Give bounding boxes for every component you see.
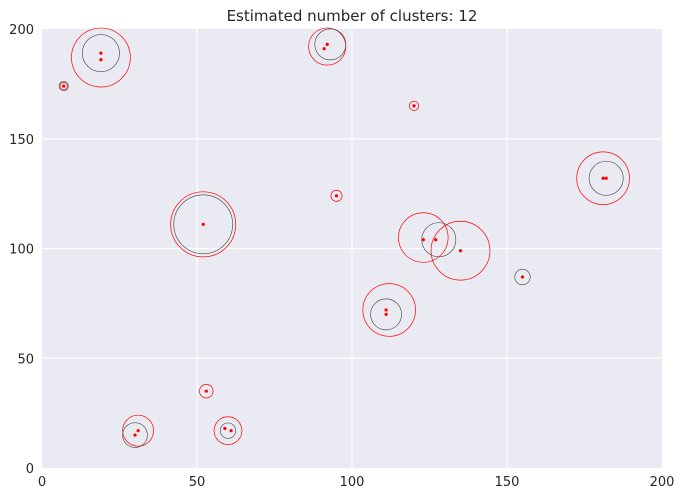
- x-tick-label: 100: [340, 475, 365, 490]
- y-tick-label: 100: [9, 243, 34, 258]
- data-point: [384, 308, 388, 312]
- data-points: [62, 42, 608, 437]
- estimated-cluster-circle: [122, 422, 148, 448]
- true-cluster-circle: [398, 212, 449, 263]
- data-point: [604, 176, 608, 180]
- data-point: [322, 47, 326, 51]
- y-tick-label: 150: [9, 133, 34, 148]
- true-cluster-circle: [330, 189, 343, 202]
- estimated-cluster-circles: [58, 28, 624, 448]
- true-cluster-circle: [576, 151, 630, 205]
- true-cluster-circle: [199, 384, 214, 399]
- x-tick-label: 200: [650, 475, 675, 490]
- estimated-cluster-circle: [81, 34, 120, 73]
- data-point: [133, 433, 137, 437]
- tick-labels: 0 50 100 150 200 0 50 100 150 200: [9, 23, 674, 490]
- data-point: [412, 104, 416, 108]
- estimated-cluster-circle: [588, 160, 624, 196]
- data-point: [99, 51, 103, 55]
- true-cluster-circle: [170, 191, 237, 258]
- data-point: [325, 42, 329, 46]
- data-point: [421, 238, 425, 242]
- y-tick-label: 50: [17, 352, 34, 367]
- data-point: [601, 176, 605, 180]
- chart-title: Estimated number of clusters: 12: [227, 7, 478, 25]
- true-cluster-circle: [362, 283, 416, 337]
- data-point: [229, 429, 233, 433]
- data-point: [136, 429, 140, 433]
- data-point: [334, 194, 339, 198]
- y-tick-label: 200: [9, 23, 34, 38]
- data-point: [204, 389, 208, 393]
- estimated-cluster-circle: [173, 194, 234, 255]
- y-tick-label: 0: [26, 462, 34, 477]
- true-cluster-circle: [122, 414, 154, 447]
- x-tick-label: 0: [38, 475, 46, 490]
- grid-lines: [42, 29, 662, 468]
- data-point: [201, 222, 205, 226]
- true-cluster-circles: [59, 27, 630, 447]
- data-point: [62, 84, 66, 88]
- data-point: [384, 312, 388, 316]
- true-cluster-circle: [71, 27, 131, 88]
- data-point: [434, 238, 438, 242]
- true-cluster-circle: [430, 220, 491, 281]
- true-cluster-circle: [213, 416, 243, 445]
- true-cluster-circle: [409, 100, 420, 111]
- estimated-cluster-circle: [219, 422, 237, 439]
- data-point: [99, 58, 103, 62]
- x-tick-label: 50: [189, 475, 206, 490]
- data-point: [520, 275, 525, 279]
- data-point: [458, 249, 463, 253]
- x-tick-label: 150: [495, 475, 520, 490]
- estimated-cluster-circle: [370, 298, 402, 331]
- estimated-cluster-circle: [514, 268, 531, 286]
- true-cluster-circle: [59, 81, 68, 91]
- estimated-cluster-circle: [58, 81, 69, 92]
- estimated-cluster-circle: [314, 28, 347, 61]
- data-point: [223, 426, 227, 431]
